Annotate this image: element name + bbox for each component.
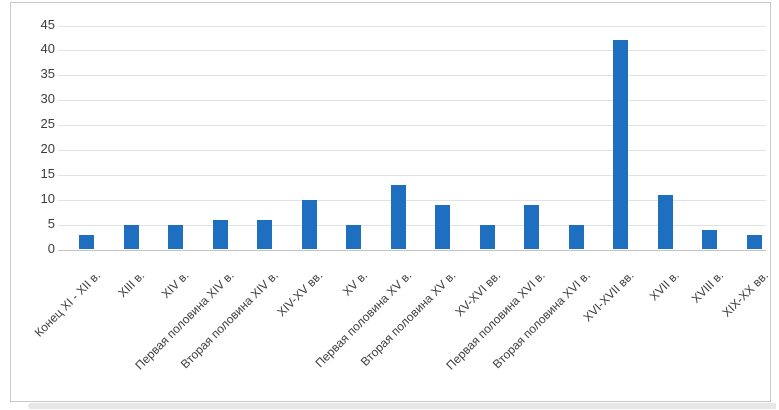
- x-axis-tick-label: Вторая половина XV в.: [358, 268, 459, 369]
- bar: [657, 194, 673, 250]
- y-axis-tick-label: 15: [40, 165, 55, 181]
- bar: [123, 224, 139, 250]
- x-axis-tick-label: XIII в.: [115, 268, 148, 301]
- bar: [702, 229, 718, 250]
- x-axis-tick-label: XIV в.: [158, 268, 192, 302]
- y-axis-tick-label: 35: [40, 66, 55, 82]
- bar: [479, 224, 495, 250]
- gridline: [58, 50, 766, 52]
- y-axis-tick-label: 30: [40, 91, 55, 107]
- page-edge-shadow: [28, 403, 776, 409]
- y-axis-tick-label: 10: [40, 190, 55, 206]
- y-axis-tick-label: 45: [40, 16, 55, 32]
- gridline: [58, 174, 766, 176]
- gridline: [58, 199, 766, 201]
- y-axis-tick-label: 40: [40, 41, 55, 57]
- bar: [435, 204, 451, 250]
- bar: [613, 40, 629, 250]
- bar: [212, 219, 228, 250]
- y-axis-tick-label: 0: [47, 240, 55, 256]
- x-axis-tick-label: XVIII в.: [688, 268, 727, 306]
- bar: [346, 224, 362, 250]
- y-axis-tick-label: 25: [40, 116, 55, 132]
- x-axis-tick-label: XVII в.: [646, 268, 682, 304]
- gridline: [58, 100, 766, 102]
- bar: [746, 234, 762, 250]
- gridline: [58, 224, 766, 226]
- gridline: [58, 25, 766, 27]
- bar: [390, 184, 406, 250]
- x-axis-tick-label: XIV-XV вв.: [274, 268, 326, 320]
- gridline: [58, 125, 766, 127]
- x-axis-tick-label: XIX-XX вв.: [719, 268, 771, 320]
- gridline: [58, 149, 766, 151]
- x-axis-line: [58, 249, 766, 251]
- bar: [79, 234, 94, 250]
- bar: [568, 224, 584, 250]
- bar: [301, 199, 317, 250]
- y-axis-tick-label: 5: [47, 215, 55, 231]
- chart-frame: 0 5 10 15 20 25 30 35 40 45 Конец XI - XII в. XIII…: [10, 2, 771, 402]
- x-axis-tick-label: Конец XI - XII в.: [31, 268, 103, 340]
- x-axis-tick-label: XV в.: [339, 268, 370, 299]
- bar: [257, 219, 273, 250]
- bar: [524, 204, 540, 250]
- y-axis-tick-label: 20: [40, 140, 55, 156]
- gridline: [58, 75, 766, 77]
- bar: [168, 224, 184, 250]
